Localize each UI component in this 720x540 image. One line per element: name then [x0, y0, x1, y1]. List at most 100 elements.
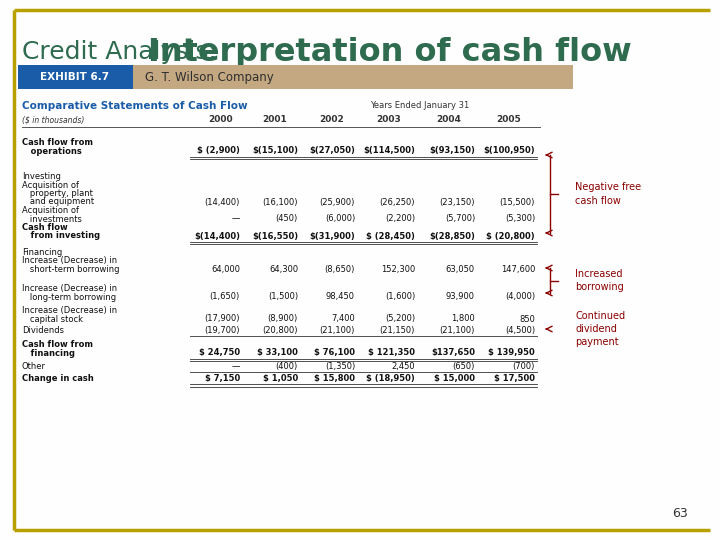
Text: $137,650: $137,650	[431, 348, 475, 357]
Text: Cash flow from: Cash flow from	[22, 340, 93, 349]
Text: $ 15,800: $ 15,800	[314, 374, 355, 383]
Text: Other: Other	[22, 362, 46, 371]
Text: $(15,100): $(15,100)	[252, 146, 298, 156]
Text: —: —	[232, 362, 240, 371]
Text: 7,400: 7,400	[331, 314, 355, 323]
Text: and equipment: and equipment	[22, 198, 94, 206]
Text: (14,400): (14,400)	[204, 198, 240, 206]
Text: Dividends: Dividends	[22, 326, 64, 335]
Text: 93,900: 93,900	[446, 293, 475, 301]
Text: 147,600: 147,600	[500, 265, 535, 274]
Text: Comparative Statements of Cash Flow: Comparative Statements of Cash Flow	[22, 101, 248, 111]
Text: (20,800): (20,800)	[263, 326, 298, 335]
Text: $(16,550): $(16,550)	[252, 232, 298, 240]
Text: $ (20,800): $ (20,800)	[487, 232, 535, 240]
Text: $ 139,950: $ 139,950	[488, 348, 535, 357]
Text: 1,800: 1,800	[451, 314, 475, 323]
Text: (5,200): (5,200)	[385, 314, 415, 323]
Text: $(28,850): $(28,850)	[429, 232, 475, 240]
Text: 152,300: 152,300	[381, 265, 415, 274]
Text: Increase (Decrease) in: Increase (Decrease) in	[22, 284, 117, 293]
Text: (2,200): (2,200)	[385, 214, 415, 224]
Text: Acquisition of: Acquisition of	[22, 180, 79, 190]
Text: 2004: 2004	[436, 115, 462, 124]
Text: Cash flow from: Cash flow from	[22, 138, 93, 147]
Text: $(31,900): $(31,900)	[310, 232, 355, 240]
Text: —: —	[232, 214, 240, 224]
Text: (6,000): (6,000)	[325, 214, 355, 224]
Text: capital stock: capital stock	[22, 314, 83, 323]
Text: (4,000): (4,000)	[505, 293, 535, 301]
Text: (15,500): (15,500)	[500, 198, 535, 206]
Text: (700): (700)	[513, 362, 535, 371]
Text: (21,150): (21,150)	[379, 326, 415, 335]
Text: (25,900): (25,900)	[320, 198, 355, 206]
Text: long-term borrowing: long-term borrowing	[22, 293, 116, 301]
Text: ($ in thousands): ($ in thousands)	[22, 115, 84, 124]
Text: (5,300): (5,300)	[505, 214, 535, 224]
Text: 63: 63	[672, 507, 688, 520]
Text: 64,000: 64,000	[211, 265, 240, 274]
Text: Credit Analysis:: Credit Analysis:	[22, 40, 225, 64]
Text: 64,300: 64,300	[269, 265, 298, 274]
Text: 2002: 2002	[320, 115, 344, 124]
Text: Change in cash: Change in cash	[22, 374, 94, 383]
Text: Continued
dividend
payment: Continued dividend payment	[575, 311, 625, 347]
Text: (1,600): (1,600)	[384, 293, 415, 301]
Text: $ (18,950): $ (18,950)	[366, 374, 415, 383]
Bar	[133, 65, 573, 89]
Text: (1,650): (1,650)	[210, 293, 240, 301]
Text: $ (28,450): $ (28,450)	[366, 232, 415, 240]
Text: investments: investments	[22, 214, 82, 224]
Text: Interpretation of cash flow: Interpretation of cash flow	[148, 37, 631, 68]
Text: $ (2,900): $ (2,900)	[197, 146, 240, 156]
Text: Increase (Decrease) in: Increase (Decrease) in	[22, 256, 117, 266]
Text: (19,700): (19,700)	[204, 326, 240, 335]
Text: Years Ended January 31: Years Ended January 31	[370, 101, 469, 110]
Text: $ 33,100: $ 33,100	[257, 348, 298, 357]
Text: $ 1,050: $ 1,050	[263, 374, 298, 383]
Text: $(14,400): $(14,400)	[194, 232, 240, 240]
Text: (8,650): (8,650)	[325, 265, 355, 274]
Text: $(114,500): $(114,500)	[363, 146, 415, 156]
Text: (16,100): (16,100)	[263, 198, 298, 206]
Text: EXHIBIT 6.7: EXHIBIT 6.7	[40, 72, 109, 82]
Text: 98,450: 98,450	[326, 293, 355, 301]
Text: Investing: Investing	[22, 172, 61, 181]
Text: 850: 850	[519, 314, 535, 323]
Text: (17,900): (17,900)	[204, 314, 240, 323]
Text: 2003: 2003	[377, 115, 401, 124]
Text: $ 17,500: $ 17,500	[494, 374, 535, 383]
Text: property, plant: property, plant	[22, 189, 93, 198]
Text: (26,250): (26,250)	[379, 198, 415, 206]
Text: (650): (650)	[453, 362, 475, 371]
Text: Financing: Financing	[22, 248, 62, 257]
Bar	[18, 65, 133, 89]
Text: $ 76,100: $ 76,100	[314, 348, 355, 357]
Text: $(27,050): $(27,050)	[309, 146, 355, 156]
Text: (1,350): (1,350)	[325, 362, 355, 371]
Text: 2,450: 2,450	[392, 362, 415, 371]
Text: (400): (400)	[276, 362, 298, 371]
Text: operations: operations	[22, 146, 82, 156]
Text: $ 15,000: $ 15,000	[434, 374, 475, 383]
Text: Negative free
cash flow: Negative free cash flow	[575, 183, 641, 206]
Text: short-term borrowing: short-term borrowing	[22, 265, 120, 274]
Text: $(100,950): $(100,950)	[483, 146, 535, 156]
Text: Cash flow: Cash flow	[22, 223, 68, 232]
Text: $ 121,350: $ 121,350	[368, 348, 415, 357]
Text: Increase (Decrease) in: Increase (Decrease) in	[22, 306, 117, 315]
Text: (450): (450)	[276, 214, 298, 224]
Text: (21,100): (21,100)	[440, 326, 475, 335]
Text: 2001: 2001	[263, 115, 287, 124]
Text: 2000: 2000	[209, 115, 233, 124]
Text: (8,900): (8,900)	[268, 314, 298, 323]
Text: $(93,150): $(93,150)	[429, 146, 475, 156]
Text: 2005: 2005	[497, 115, 521, 124]
Text: financing: financing	[22, 348, 75, 357]
Text: $ 7,150: $ 7,150	[204, 374, 240, 383]
Text: from investing: from investing	[22, 232, 100, 240]
Text: Increased
borrowing: Increased borrowing	[575, 269, 624, 292]
Text: (1,500): (1,500)	[268, 293, 298, 301]
Text: G. T. Wilson Company: G. T. Wilson Company	[145, 71, 274, 84]
